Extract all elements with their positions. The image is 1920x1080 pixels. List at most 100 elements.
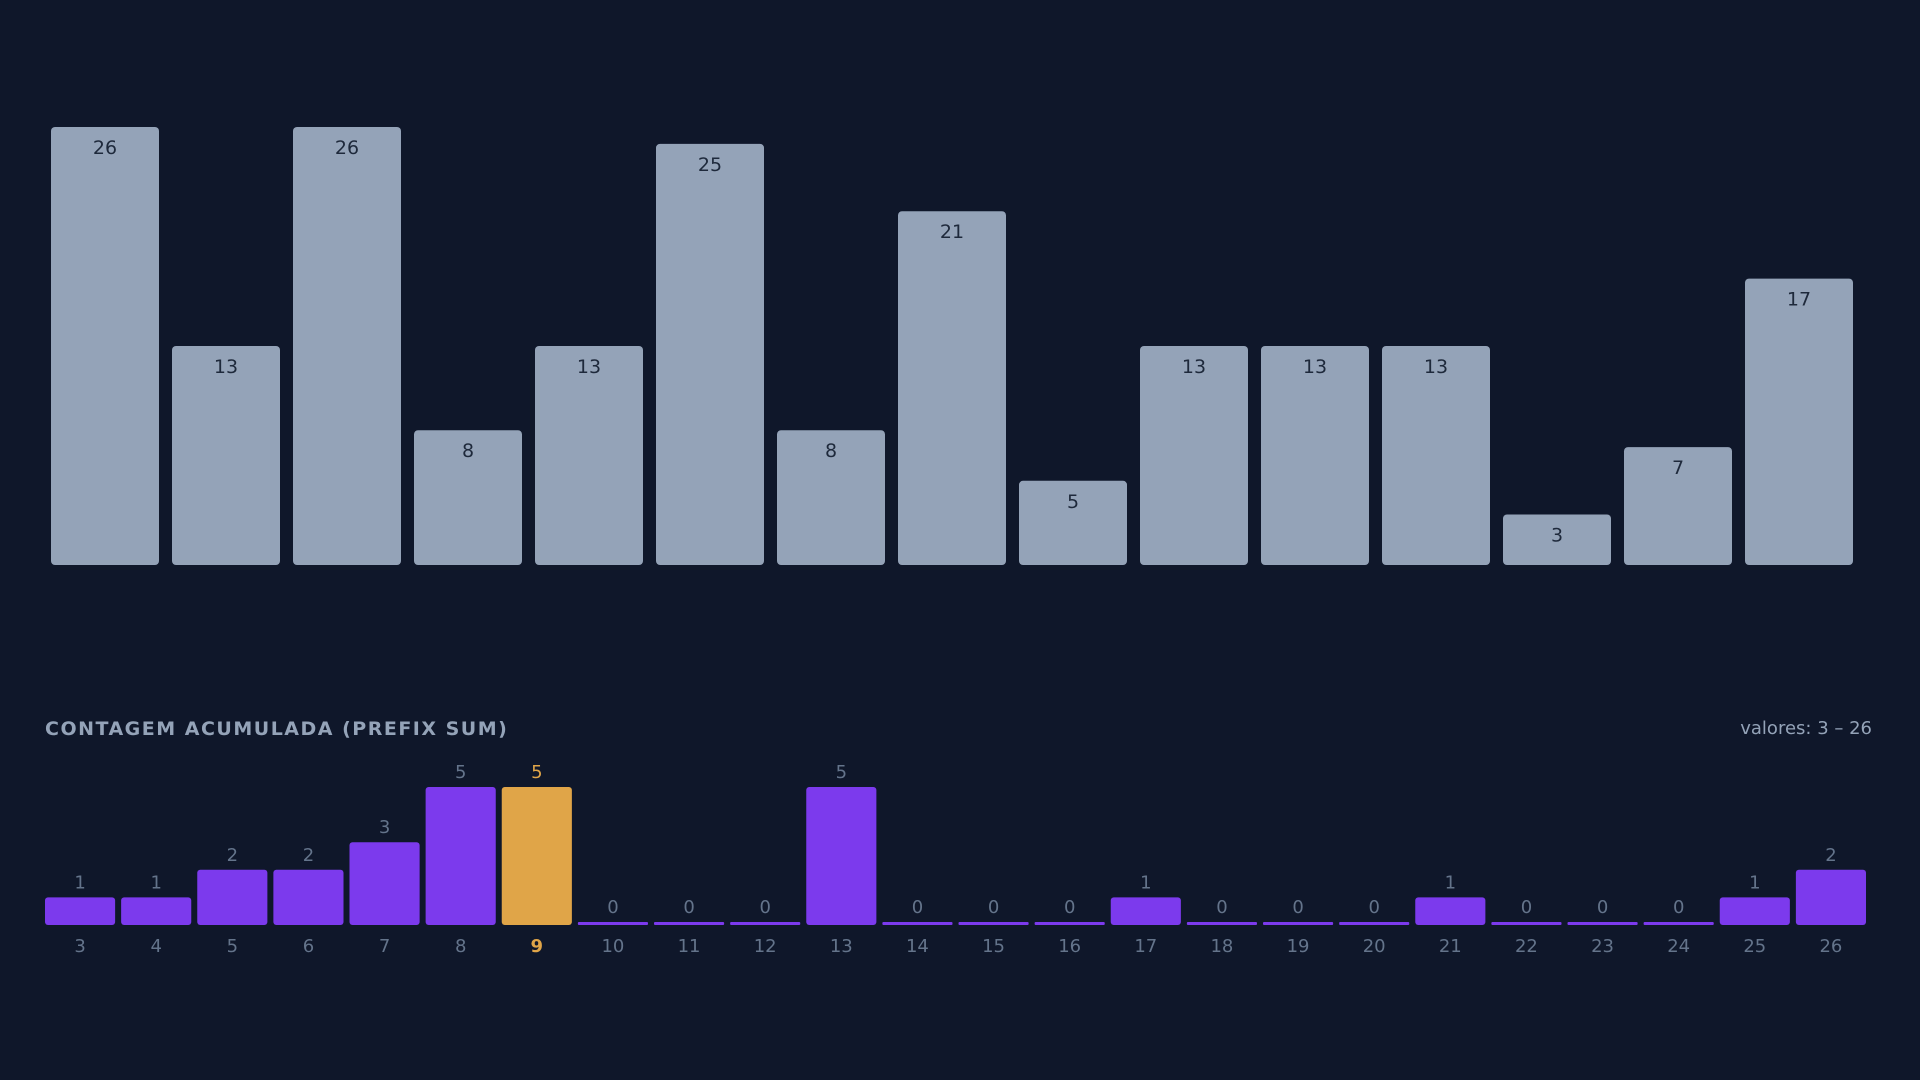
count-bar (1643, 922, 1714, 925)
count-category-label: 14 (906, 936, 929, 957)
main-bar (414, 430, 522, 565)
count-bar-group: 1 17 (1110, 872, 1181, 957)
count-category-label: 23 (1591, 936, 1614, 957)
main-bar-value-label: 26 (93, 137, 117, 159)
count-category-label: 9 (531, 936, 544, 957)
main-bar-group: 26 (293, 127, 401, 565)
count-bar-group: 0 10 (577, 897, 648, 957)
count-category-label: 22 (1515, 936, 1538, 957)
count-bar-value-label: 0 (1292, 897, 1303, 918)
main-bar-value-label: 21 (940, 221, 964, 243)
count-bar-group: 0 24 (1643, 897, 1714, 957)
count-bar-value-label: 5 (455, 762, 466, 783)
count-bar (1719, 897, 1790, 925)
count-bar (958, 922, 1029, 925)
count-bar-value-label: 5 (836, 762, 847, 783)
count-category-label: 24 (1667, 936, 1690, 957)
count-bar (121, 897, 192, 925)
main-bar (898, 211, 1006, 565)
count-category-label: 18 (1210, 936, 1233, 957)
count-bar-group: 1 25 (1719, 872, 1790, 957)
main-bar (172, 346, 280, 565)
count-bar-group: 5 13 (806, 762, 877, 957)
count-bar-group: 14 (121, 872, 192, 957)
count-bar-value-label: 0 (988, 897, 999, 918)
count-bar (1339, 922, 1410, 925)
count-bar-group: 37 (349, 817, 420, 957)
main-bar-group: 26 (51, 127, 159, 565)
count-category-label: 16 (1058, 936, 1081, 957)
count-bar-group: 59 (501, 762, 572, 957)
main-bar-group: 8 (414, 430, 522, 565)
main-bar-group: 25 (656, 143, 764, 565)
count-category-label: 13 (830, 936, 853, 957)
count-bar (197, 869, 268, 925)
main-bar-group: 17 (1745, 278, 1853, 565)
main-bar (51, 127, 159, 565)
main-bar-value-label: 13 (1182, 356, 1206, 378)
count-bar (1415, 897, 1486, 925)
count-bar-group: 0 12 (730, 897, 801, 957)
main-bar-value-label: 13 (577, 356, 601, 378)
main-bar (1382, 346, 1490, 565)
count-bar-group: 58 (425, 762, 496, 957)
count-bar-group: 0 15 (958, 897, 1029, 957)
count-bar (882, 922, 953, 925)
main-bar-group: 13 (1382, 346, 1490, 565)
count-bar-group: 0 18 (1186, 897, 1257, 957)
main-bar (1624, 447, 1732, 565)
main-bar-value-label: 25 (698, 154, 722, 176)
count-category-label: 8 (455, 936, 466, 957)
count-bar-value-label: 1 (1749, 872, 1760, 893)
main-bar-group: 13 (1261, 346, 1369, 565)
count-bar (654, 922, 725, 925)
count-bar-value-label: 3 (379, 817, 390, 838)
count-bar-value-label: 1 (150, 872, 161, 893)
count-bar-value-label: 0 (1521, 897, 1532, 918)
main-bar-value-label: 13 (214, 356, 238, 378)
count-bar (349, 842, 420, 925)
count-bar-value-label: 1 (1445, 872, 1456, 893)
count-category-label: 10 (601, 936, 624, 957)
main-bar-group: 7 (1624, 447, 1732, 565)
count-bar-highlighted (501, 787, 572, 925)
count-category-label: 4 (150, 936, 161, 957)
count-chart-title: CONTAGEM ACUMULADA (PREFIX SUM) (45, 718, 509, 740)
main-bar-group: 3 (1503, 514, 1611, 565)
count-bar-value-label: 2 (303, 845, 314, 866)
main-bar-value-label: 13 (1424, 356, 1448, 378)
count-bar-value-label: 2 (1825, 845, 1836, 866)
main-bar-value-label: 13 (1303, 356, 1327, 378)
count-bar (1795, 869, 1866, 925)
main-bar-chart: 26 13 26 8 13 25 8 21 5 13 13 13 3 7 17 (51, 127, 1853, 565)
main-bar (1019, 480, 1127, 565)
count-bar-group: 0 19 (1263, 897, 1334, 957)
main-bar-value-label: 7 (1672, 457, 1684, 479)
count-category-label: 11 (678, 936, 701, 957)
count-bar-value-label: 0 (1673, 897, 1684, 918)
count-bar (1567, 922, 1638, 925)
count-bar-group: 0 22 (1491, 897, 1562, 957)
main-bar (777, 430, 885, 565)
main-bar-value-label: 8 (462, 440, 474, 462)
count-category-label: 21 (1439, 936, 1462, 957)
main-bar-group: 5 (1019, 480, 1127, 565)
count-bar-value-label: 1 (74, 872, 85, 893)
count-bar-group: 0 23 (1567, 897, 1638, 957)
count-bar (1491, 922, 1562, 925)
count-bar-group: 2 26 (1795, 845, 1866, 957)
main-bar (1503, 514, 1611, 565)
count-category-label: 20 (1363, 936, 1386, 957)
count-bar (273, 869, 344, 925)
count-category-label: 26 (1819, 936, 1842, 957)
count-category-label: 19 (1287, 936, 1310, 957)
count-category-label: 25 (1743, 936, 1766, 957)
main-bar-value-label: 5 (1067, 491, 1079, 513)
count-bar-value-label: 0 (759, 897, 770, 918)
count-category-label: 3 (74, 936, 85, 957)
count-bar (1110, 897, 1181, 925)
count-bar-value-label: 0 (1368, 897, 1379, 918)
main-bar (535, 346, 643, 565)
main-bar (1140, 346, 1248, 565)
